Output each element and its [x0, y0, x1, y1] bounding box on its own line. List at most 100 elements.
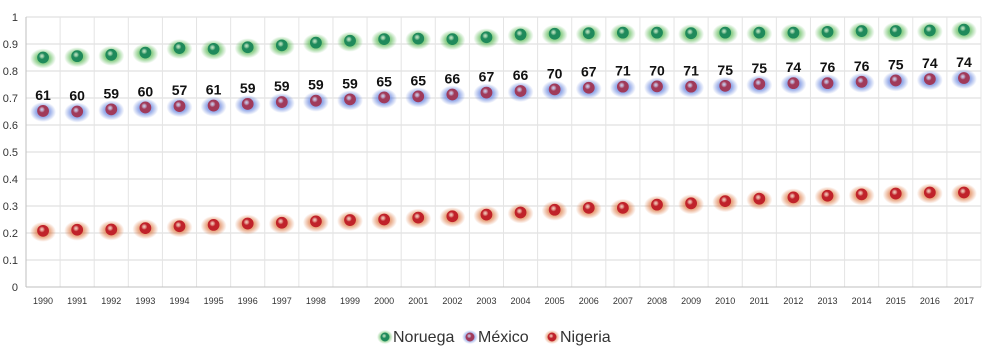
legend: Noruega México Nigeria: [377, 329, 611, 346]
x-tick-label: 1996: [238, 296, 258, 306]
data-label: 71: [683, 63, 699, 79]
legend-item-méxico: México: [462, 329, 529, 346]
x-axis-tick-labels: 1990 1991 1992 1993 1994 1995 1996 1997 1998 1999…: [33, 296, 974, 306]
point-nigeria: [302, 212, 329, 233]
data-label: 76: [820, 59, 836, 75]
point-noruega: [814, 22, 841, 43]
point-noruega: [302, 33, 329, 54]
point-nigeria: [950, 183, 977, 204]
point-noruega: [166, 39, 193, 60]
y-tick-label: 0.6: [3, 120, 18, 132]
x-tick-label: 2001: [408, 296, 428, 306]
point-nigeria: [337, 211, 364, 232]
data-label: 59: [342, 75, 358, 91]
x-tick-label: 2007: [613, 296, 633, 306]
y-tick-label: 0.9: [3, 39, 18, 51]
x-tick-label: 2003: [476, 296, 496, 306]
data-label: 76: [854, 58, 870, 74]
data-label: 74: [922, 55, 938, 71]
point-nigeria: [712, 192, 739, 213]
point-nigeria: [507, 203, 534, 224]
point-noruega: [507, 25, 534, 46]
point-nigeria: [64, 220, 91, 241]
point-nigeria: [405, 208, 432, 229]
point-méxico: [643, 77, 670, 98]
data-label: 66: [445, 70, 461, 86]
data-label: 61: [206, 82, 222, 98]
point-méxico: [882, 71, 909, 92]
x-tick-label: 1995: [204, 296, 224, 306]
point-noruega: [950, 20, 977, 41]
x-tick-label: 2010: [715, 296, 735, 306]
point-méxico: [541, 80, 568, 101]
point-méxico: [405, 87, 432, 108]
grid-lines: [25, 16, 982, 288]
point-méxico: [234, 94, 261, 115]
data-label: 75: [717, 62, 733, 78]
y-tick-label: 0.4: [3, 174, 18, 186]
point-méxico: [132, 98, 159, 119]
point-nigeria: [200, 215, 227, 236]
point-méxico: [814, 74, 841, 95]
data-label: 66: [513, 67, 529, 83]
x-tick-label: 1994: [169, 296, 189, 306]
x-tick-label: 2004: [511, 296, 531, 306]
point-nigeria: [371, 210, 398, 231]
legend-label: Nigeria: [560, 329, 611, 346]
point-nigeria: [439, 207, 466, 228]
y-tick-label: 0.7: [3, 93, 18, 105]
data-label: 75: [752, 60, 768, 76]
point-méxico: [609, 77, 636, 98]
point-nigeria: [575, 198, 602, 219]
point-noruega: [64, 47, 91, 68]
x-tick-label: 2006: [579, 296, 599, 306]
point-noruega: [643, 23, 670, 44]
point-méxico: [64, 102, 91, 123]
data-label: 75: [888, 56, 904, 72]
x-tick-label: 1990: [33, 296, 53, 306]
point-noruega: [234, 38, 261, 59]
point-méxico: [746, 74, 773, 95]
point-nigeria: [848, 185, 875, 206]
point-nigeria: [132, 219, 159, 240]
point-méxico: [371, 88, 398, 109]
point-noruega: [882, 22, 909, 43]
data-label: 60: [69, 88, 85, 104]
data-label: 70: [547, 65, 563, 81]
point-nigeria: [916, 183, 943, 204]
point-nigeria: [780, 188, 807, 209]
point-nigeria: [166, 217, 193, 238]
y-axis-tick-labels: 0 0.1 0.2 0.3 0.4 0.5 0.6 0.7 0.8 0.9 1: [3, 12, 18, 294]
x-tick-label: 2011: [750, 296, 769, 306]
data-label: 65: [376, 73, 392, 89]
data-label: 59: [308, 77, 324, 93]
point-méxico: [916, 70, 943, 91]
legend-item-nigeria: Nigeria: [544, 329, 611, 346]
point-noruega: [98, 45, 125, 66]
point-noruega: [916, 21, 943, 42]
point-noruega: [609, 23, 636, 44]
point-noruega: [678, 24, 705, 45]
x-tick-label: 2000: [374, 296, 394, 306]
data-points: [30, 20, 977, 242]
point-méxico: [439, 85, 466, 106]
point-nigeria: [98, 220, 125, 241]
point-nigeria: [678, 194, 705, 215]
point-nigeria: [473, 205, 500, 226]
point-nigeria: [268, 213, 295, 234]
point-méxico: [337, 90, 364, 111]
data-label: 67: [479, 69, 495, 85]
x-tick-label: 2015: [886, 296, 906, 306]
point-méxico: [780, 74, 807, 95]
x-tick-label: 2016: [920, 296, 940, 306]
x-tick-label: 1998: [306, 296, 326, 306]
x-tick-label: 1997: [272, 296, 292, 306]
point-noruega: [780, 23, 807, 44]
x-tick-label: 2013: [818, 296, 838, 306]
point-noruega: [473, 28, 500, 49]
point-méxico: [166, 97, 193, 118]
data-label: 71: [615, 63, 631, 79]
data-label: 59: [240, 80, 256, 96]
point-méxico: [268, 93, 295, 114]
point-noruega: [712, 23, 739, 44]
